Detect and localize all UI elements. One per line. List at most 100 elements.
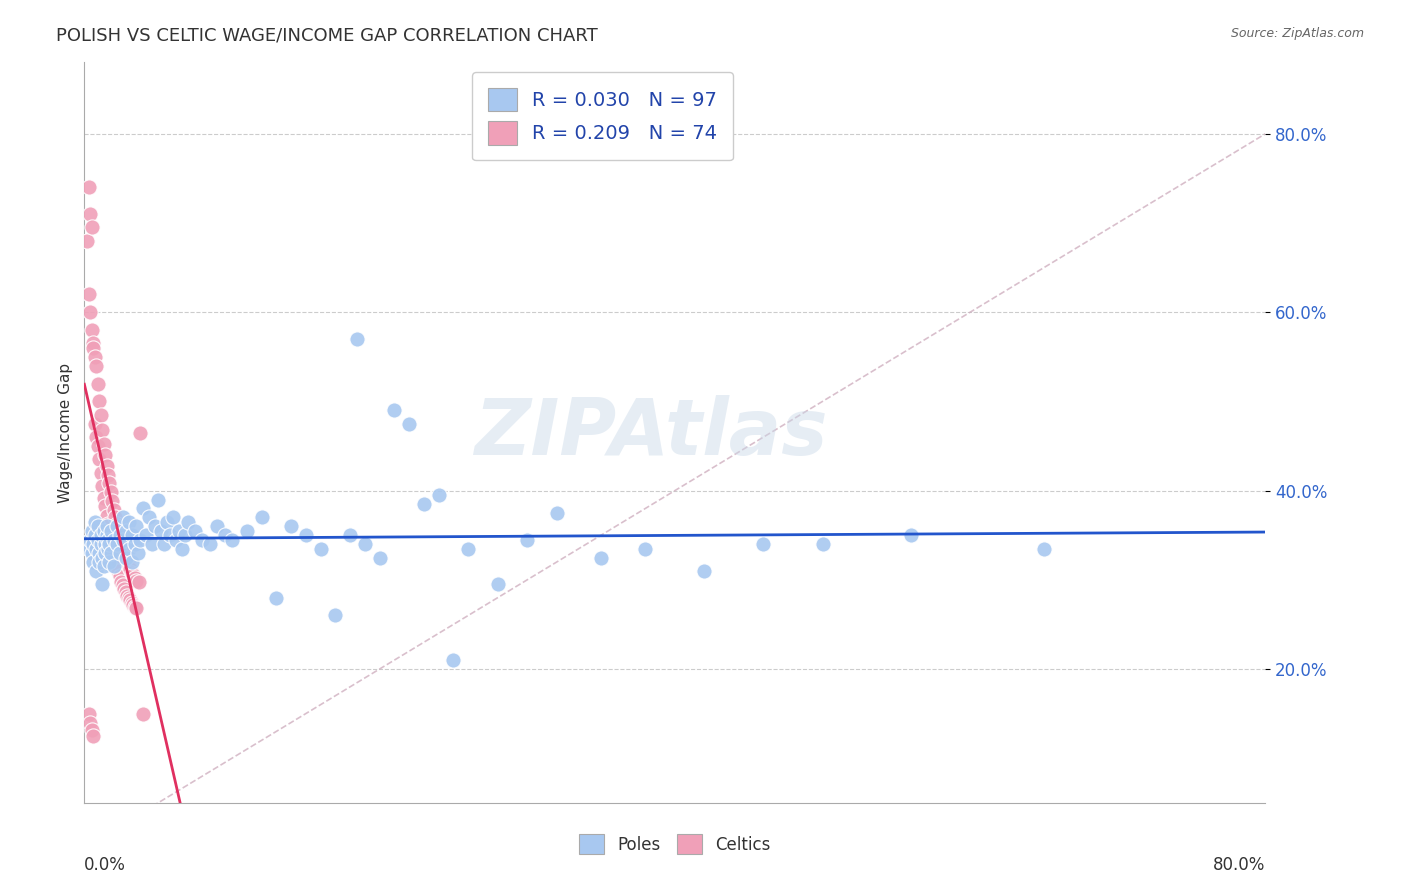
Point	[170, 541, 193, 556]
Point	[103, 559, 125, 574]
Point	[124, 537, 146, 551]
Point	[90, 537, 112, 551]
Text: Source: ZipAtlas.com: Source: ZipAtlas.com	[1230, 27, 1364, 40]
Point	[97, 467, 120, 482]
Point	[80, 524, 103, 538]
Point	[811, 537, 834, 551]
Point	[94, 448, 117, 462]
Point	[516, 533, 538, 547]
Point	[118, 558, 141, 573]
Point	[141, 537, 163, 551]
Point	[82, 555, 104, 569]
Point	[82, 729, 104, 743]
Point	[105, 517, 128, 532]
Point	[91, 550, 114, 565]
Point	[427, 488, 450, 502]
Point	[127, 546, 149, 560]
Point	[100, 546, 122, 560]
Point	[79, 207, 101, 221]
Point	[84, 564, 107, 578]
Point	[108, 569, 131, 583]
Point	[87, 555, 111, 569]
Point	[198, 537, 221, 551]
Point	[96, 458, 118, 473]
Point	[457, 541, 479, 556]
Text: 80.0%: 80.0%	[1213, 856, 1265, 874]
Point	[398, 417, 420, 431]
Legend: Poles, Celtics: Poles, Celtics	[572, 828, 778, 861]
Point	[114, 550, 136, 565]
Point	[368, 550, 391, 565]
Point	[121, 596, 143, 610]
Point	[153, 537, 176, 551]
Point	[82, 336, 104, 351]
Point	[96, 528, 118, 542]
Point	[346, 332, 368, 346]
Point	[100, 524, 122, 538]
Point	[77, 180, 100, 194]
Point	[132, 501, 155, 516]
Point	[83, 350, 105, 364]
Point	[115, 555, 138, 569]
Point	[413, 497, 436, 511]
Point	[98, 476, 121, 491]
Point	[80, 546, 103, 560]
Point	[84, 541, 107, 556]
Point	[156, 515, 179, 529]
Point	[93, 524, 115, 538]
Point	[83, 417, 105, 431]
Point	[103, 546, 125, 560]
Point	[266, 591, 288, 605]
Point	[165, 533, 187, 547]
Point	[121, 528, 143, 542]
Point	[128, 575, 150, 590]
Point	[214, 528, 236, 542]
Point	[114, 550, 136, 565]
Point	[900, 528, 922, 542]
Point	[86, 519, 108, 533]
Point	[118, 515, 141, 529]
Point	[98, 537, 121, 551]
Point	[236, 524, 259, 538]
Point	[86, 439, 108, 453]
Y-axis label: Wage/Income Gap: Wage/Income Gap	[58, 362, 73, 503]
Point	[101, 494, 124, 508]
Point	[79, 305, 101, 319]
Point	[114, 524, 136, 538]
Point	[124, 571, 146, 585]
Point	[191, 533, 214, 547]
Point	[96, 519, 118, 533]
Point	[77, 541, 100, 556]
Point	[752, 537, 775, 551]
Point	[97, 533, 120, 547]
Point	[84, 430, 107, 444]
Point	[162, 510, 184, 524]
Point	[93, 559, 115, 574]
Point	[339, 528, 361, 542]
Point	[184, 524, 207, 538]
Text: POLISH VS CELTIC WAGE/INCOME GAP CORRELATION CHART: POLISH VS CELTIC WAGE/INCOME GAP CORRELA…	[56, 27, 598, 45]
Point	[108, 530, 131, 544]
Point	[112, 582, 135, 596]
Text: ZIPAtlas: ZIPAtlas	[474, 394, 828, 471]
Point	[138, 510, 160, 524]
Point	[173, 528, 195, 542]
Point	[83, 528, 105, 542]
Point	[94, 537, 117, 551]
Point	[167, 524, 190, 538]
Point	[91, 423, 114, 437]
Point	[132, 706, 155, 721]
Point	[98, 555, 121, 569]
Point	[111, 510, 134, 524]
Point	[125, 574, 148, 588]
Point	[103, 503, 125, 517]
Point	[120, 562, 142, 576]
Point	[76, 234, 98, 248]
Point	[125, 601, 148, 615]
Point	[486, 577, 509, 591]
Point	[354, 537, 377, 551]
Point	[115, 589, 138, 603]
Point	[118, 591, 141, 605]
Point	[207, 519, 229, 533]
Point	[77, 706, 100, 721]
